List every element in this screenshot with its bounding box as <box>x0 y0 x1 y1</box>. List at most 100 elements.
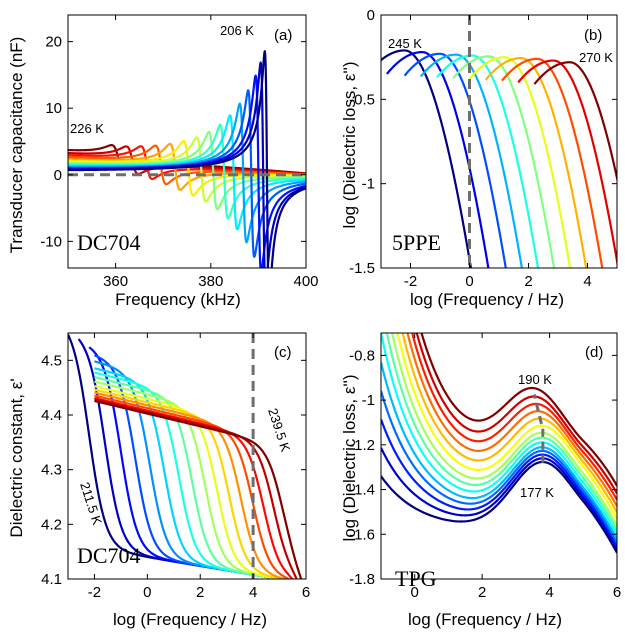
panel-c: Dielectric constant, ε' log (Frequency /… <box>7 332 310 629</box>
plot-c-ytick-label: 4.3 <box>41 462 62 479</box>
panel-a-letter: (a) <box>274 27 292 44</box>
panel-b-series-line <box>468 56 572 268</box>
panel-d-series-line <box>381 333 617 536</box>
panel-d-frame <box>380 332 618 580</box>
panel-d-series-line <box>381 460 617 554</box>
panel-c-frame <box>67 332 307 580</box>
plot-d-ytick-label: -1.6 <box>349 526 375 543</box>
plot-b-xtick-label: -2 <box>404 273 417 290</box>
panel-b-series-line <box>419 53 523 268</box>
plot-a-xtick-label: 360 <box>103 273 128 290</box>
panel-a-sample-label: DC704 <box>77 230 141 255</box>
panel-a: Transducer capacitance (nF) Frequency (k… <box>7 14 319 309</box>
panel-d-tick-labels: 0 2 4 6 -1.8 -1.6 -1.4 -1.2 -1 -0.8 <box>349 347 621 601</box>
panel-b-series-line <box>436 54 540 268</box>
panel-c-ylabel: Dielectric constant, ε' <box>7 378 26 537</box>
panel-a-ylabel: Transducer capacitance (nF) <box>7 37 26 254</box>
panel-a-xlabel: Frequency (kHz) <box>115 290 241 309</box>
panel-c-annotation-hot: 239.5 K <box>265 406 293 454</box>
panel-d-series-line <box>381 390 617 544</box>
panel-b-series-line <box>381 49 473 268</box>
panel-a-annotation-cold: 226 K <box>70 121 104 136</box>
plot-b-xtick-label: 2 <box>524 273 532 290</box>
panel-b-series-line <box>533 61 617 184</box>
panel-a-plot-area <box>68 50 306 268</box>
panel-c-series-line <box>94 396 294 579</box>
panel-b-series-line <box>386 51 490 268</box>
panel-b-annotation-hot: 270 K <box>579 50 613 65</box>
panel-d-letter: (d) <box>585 344 603 361</box>
plot-c-xtick-label: 2 <box>196 584 204 601</box>
plot-b-ytick-label: -1.5 <box>349 260 375 277</box>
panel-b-tick-marks <box>381 14 617 269</box>
plot-d-ytick-label: -0.8 <box>349 347 375 364</box>
plot-d-ytick-label: -1.2 <box>349 437 375 454</box>
panel-b-series-lines <box>381 15 617 268</box>
panel-b-letter: (b) <box>584 27 602 44</box>
panel-a-series-line <box>68 50 306 268</box>
panel-b-tick-labels: -2 0 2 4 -1.5 -1 -0.5 0 <box>349 7 592 290</box>
panel-b-plot-area <box>381 15 617 268</box>
panel-c-tick-marks <box>68 333 307 580</box>
panel-d-series-line <box>415 333 617 495</box>
plot-a-xtick-label: 380 <box>198 273 223 290</box>
panel-a-tick-labels: 360 380 400 -10 0 10 20 <box>40 34 318 290</box>
panel-d-series-line <box>406 333 617 507</box>
panel-c-series-line <box>94 391 288 579</box>
plot-d-xtick-label: 0 <box>411 584 419 601</box>
panel-b-series-line <box>452 55 556 268</box>
panel-b-series-line <box>517 59 617 268</box>
panel-c-tick-labels: -2 0 2 4 6 4.1 4.2 4.3 4.4 4.5 <box>41 352 310 601</box>
plot-a-ytick-label: 10 <box>45 100 62 117</box>
plot-c-ytick-label: 4.4 <box>41 407 62 424</box>
plot-d-xtick-label: 6 <box>613 584 621 601</box>
plot-b-ytick-label: 0 <box>367 7 375 24</box>
panel-b-series-line <box>484 56 588 268</box>
panel-d-series-line <box>381 362 617 540</box>
plot-c-ytick-label: 4.1 <box>41 571 62 588</box>
plot-d-xtick-label: 4 <box>545 584 553 601</box>
plot-d-ytick-label: -1 <box>362 392 375 409</box>
panel-d-series-line <box>381 447 617 550</box>
panel-d-series-line <box>396 333 617 520</box>
panel-d-xlabel: log (Frequency / Hz) <box>408 610 562 629</box>
panel-b: log (Dielectric loss, ε'') log (Frequenc… <box>340 7 618 309</box>
plot-a-ytick-label: -10 <box>40 233 62 250</box>
plot-c-xtick-label: 0 <box>143 584 151 601</box>
plot-b-ytick-label: -1 <box>362 176 375 193</box>
panel-a-series-lines <box>68 50 306 268</box>
panel-d-series-line <box>411 333 617 501</box>
panel-c-letter: (c) <box>274 344 292 361</box>
panel-d-series-lines <box>381 333 617 554</box>
plot-b-ytick-label: -0.5 <box>349 91 375 108</box>
panel-c-sample-label: DC704 <box>77 543 141 568</box>
panel-c-series-line <box>94 398 298 579</box>
panel-d-series-line <box>401 333 617 514</box>
panel-d-reference-line <box>532 394 545 463</box>
panel-b-sample-label: 5PPE <box>392 230 441 255</box>
panel-d-series-line <box>420 333 617 487</box>
panel-d-series-line <box>385 333 617 531</box>
panel-c-series-line <box>94 394 291 579</box>
plot-d-ytick-label: -1.8 <box>349 571 375 588</box>
plot-c-xtick-label: 4 <box>249 584 257 601</box>
panel-c-plot-area <box>68 333 303 579</box>
panel-c-series-lines <box>68 333 303 579</box>
panel-a-tick-marks <box>68 15 307 268</box>
panel-c-xlabel: log (Frequency / Hz) <box>113 610 267 629</box>
plot-c-ytick-label: 4.2 <box>41 516 62 533</box>
panel-b-frame <box>380 14 618 269</box>
panel-b-ylabel: log (Dielectric loss, ε'') <box>340 61 359 228</box>
panel-d: log (Dielectric loss, ε'') log (Frequenc… <box>340 332 621 629</box>
panel-d-series-line <box>381 418 617 547</box>
panel-a-annotation-hot: 206 K <box>220 23 254 38</box>
panel-a-frame <box>67 14 307 269</box>
plot-a-xtick-label: 400 <box>293 273 318 290</box>
plot-c-ytick-label: 4.5 <box>41 352 62 369</box>
panel-b-series-line <box>501 57 604 268</box>
plot-b-xtick-label: 0 <box>465 273 473 290</box>
panel-b-series-line <box>403 52 507 268</box>
plot-a-ytick-label: 0 <box>54 167 62 184</box>
plot-d-xtick-label: 2 <box>478 584 486 601</box>
